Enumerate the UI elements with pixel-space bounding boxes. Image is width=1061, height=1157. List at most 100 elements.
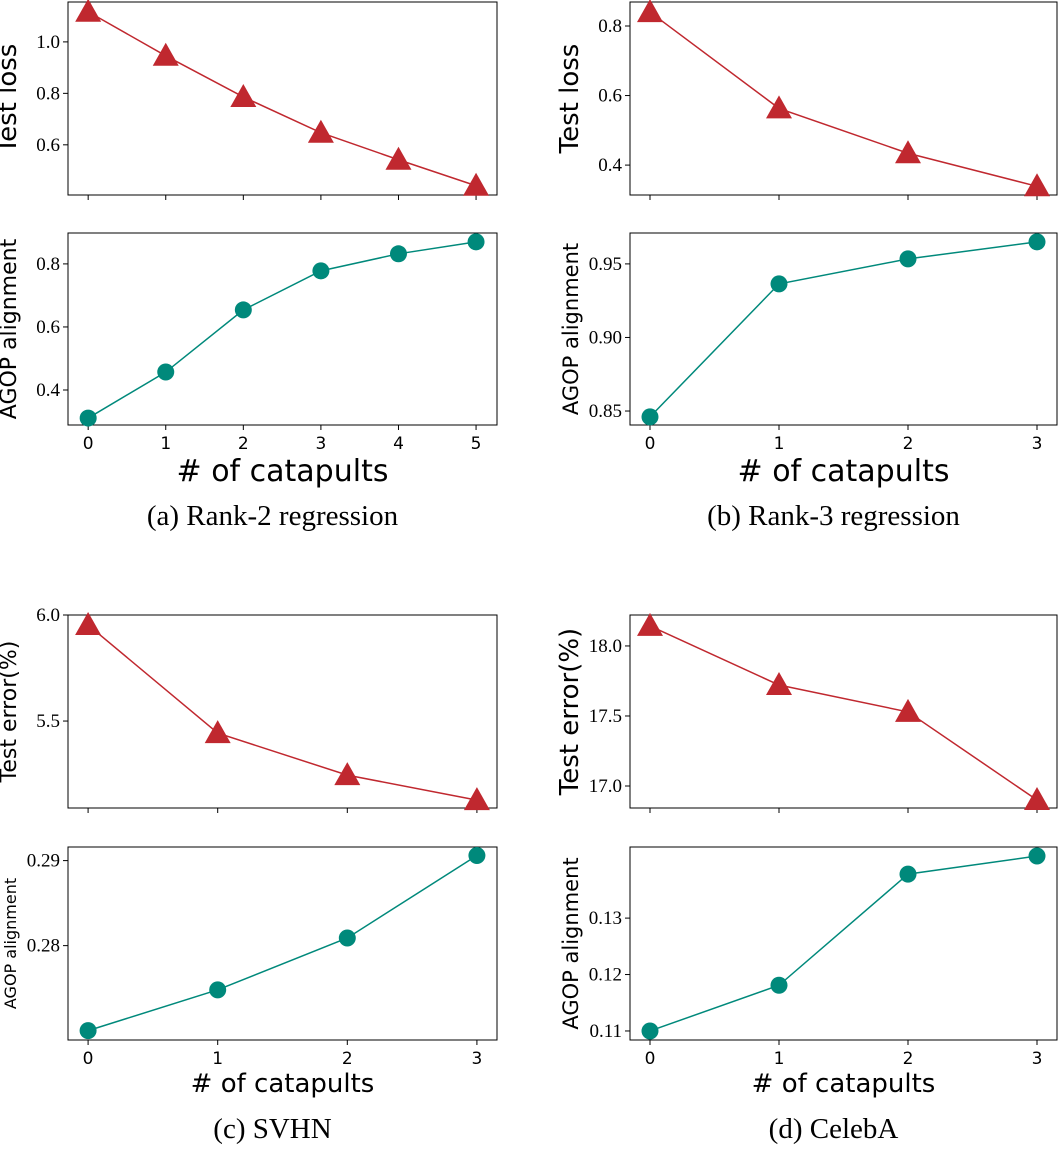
y-axis-label: AGOP alignment	[0, 238, 22, 419]
circle-marker	[338, 929, 356, 947]
x-axis-label: # of catapults	[177, 454, 389, 489]
x-tick-label: 2	[903, 1049, 914, 1069]
triangle-marker	[307, 119, 334, 143]
y-axis-label: Test loss	[0, 44, 23, 155]
triangle-marker	[895, 698, 922, 722]
triangle-marker	[765, 672, 792, 696]
x-tick-label: 1	[212, 1049, 223, 1069]
y-tick-label: 0.90	[589, 327, 622, 348]
y-axis-label: AGOP alignment	[559, 857, 583, 1029]
circle-marker	[468, 847, 486, 865]
plot-frame	[67, 232, 498, 426]
caption: (a) Rank-2 regression	[147, 500, 399, 532]
y-tick-label: 1.0	[36, 32, 60, 53]
x-tick-label: 0	[645, 434, 656, 454]
plot-frame	[629, 1, 1058, 196]
y-tick-label: 0.6	[36, 135, 60, 156]
circle-marker	[899, 865, 917, 883]
y-tick-label: 0.8	[36, 254, 60, 275]
y-tick-label: 5.5	[36, 711, 60, 732]
y-axis-label: Test error(%)	[0, 641, 22, 784]
x-tick-label: 0	[83, 1049, 94, 1069]
data-line	[87, 854, 478, 1032]
x-tick-label: 2	[342, 1049, 353, 1069]
circle-marker	[641, 408, 659, 426]
y-tick-label: 0.11	[589, 1021, 622, 1042]
x-tick-label: 5	[471, 434, 482, 454]
x-tick-label: 3	[471, 1049, 482, 1069]
triangle-marker	[463, 172, 490, 196]
circle-marker	[467, 233, 485, 251]
plot-frame	[67, 614, 498, 809]
circle-marker	[234, 301, 252, 319]
caption: (b) Rank-3 regression	[707, 500, 960, 532]
x-tick-label: 0	[645, 1049, 656, 1069]
data-line	[87, 11, 477, 187]
y-axis-label: Test error(%)	[555, 628, 585, 796]
x-tick-label: 3	[1032, 1049, 1043, 1069]
y-tick-label: 0.13	[589, 908, 622, 929]
triangle-marker	[636, 0, 663, 23]
y-tick-label: 0.8	[598, 16, 622, 37]
triangle-marker	[75, 611, 102, 635]
y-tick-label: 0.4	[598, 155, 622, 176]
y-tick-label: 0.95	[589, 254, 622, 275]
x-tick-label: 1	[160, 434, 171, 454]
data-line	[649, 625, 1038, 801]
x-axis-label: # of catapults	[752, 1069, 936, 1099]
x-axis-label: # of catapults	[738, 454, 950, 489]
triangle-marker	[334, 762, 361, 786]
triangle-marker	[636, 612, 663, 636]
y-tick-label: 18.0	[589, 636, 622, 657]
caption: (c) SVHN	[213, 1113, 331, 1145]
circle-marker	[1028, 233, 1046, 251]
circle-marker	[79, 1022, 97, 1040]
data-line	[649, 855, 1038, 1032]
triangle-marker	[75, 0, 102, 22]
triangle-marker	[463, 787, 490, 811]
plot-frame	[67, 846, 498, 1041]
y-tick-label: 17.0	[589, 776, 622, 797]
y-axis-label: AGOP alignment	[1, 878, 20, 1009]
triangle-marker	[230, 83, 257, 107]
x-tick-label: 2	[903, 434, 914, 454]
plot-frame	[67, 1, 498, 196]
circle-marker	[312, 262, 330, 280]
circle-marker	[157, 363, 175, 381]
plot-frame	[629, 232, 1058, 426]
y-tick-label: 0.4	[36, 380, 60, 401]
y-tick-label: 0.85	[589, 401, 622, 422]
y-tick-label: 0.12	[589, 965, 622, 986]
data-line	[87, 624, 478, 801]
triangle-marker	[385, 146, 412, 170]
x-tick-label: 0	[83, 434, 94, 454]
x-tick-label: 2	[238, 434, 249, 454]
triangle-marker	[765, 95, 792, 119]
triangle-marker	[1024, 173, 1051, 197]
data-line	[87, 241, 477, 419]
x-tick-label: 4	[393, 434, 404, 454]
x-tick-label: 1	[774, 1049, 785, 1069]
circle-marker	[209, 981, 227, 999]
plot-frame	[629, 846, 1058, 1041]
y-tick-label: 0.28	[27, 936, 60, 957]
x-axis-label: # of catapults	[191, 1069, 375, 1099]
x-tick-label: 3	[315, 434, 326, 454]
y-axis-label: Test loss	[555, 44, 585, 155]
triangle-marker	[204, 720, 231, 744]
y-tick-label: 6.0	[36, 605, 60, 626]
circle-marker	[770, 275, 788, 293]
circle-marker	[641, 1022, 659, 1040]
circle-marker	[899, 250, 917, 268]
y-tick-label: 0.6	[598, 86, 622, 107]
circle-marker	[79, 409, 97, 427]
y-tick-label: 0.6	[36, 317, 60, 338]
data-line	[649, 241, 1038, 418]
y-tick-label: 0.8	[36, 83, 60, 104]
circle-marker	[389, 245, 407, 263]
y-axis-label: AGOP alignment	[559, 243, 583, 415]
circle-marker	[770, 976, 788, 994]
x-tick-label: 3	[1032, 434, 1043, 454]
caption: (d) CelebA	[769, 1113, 899, 1145]
